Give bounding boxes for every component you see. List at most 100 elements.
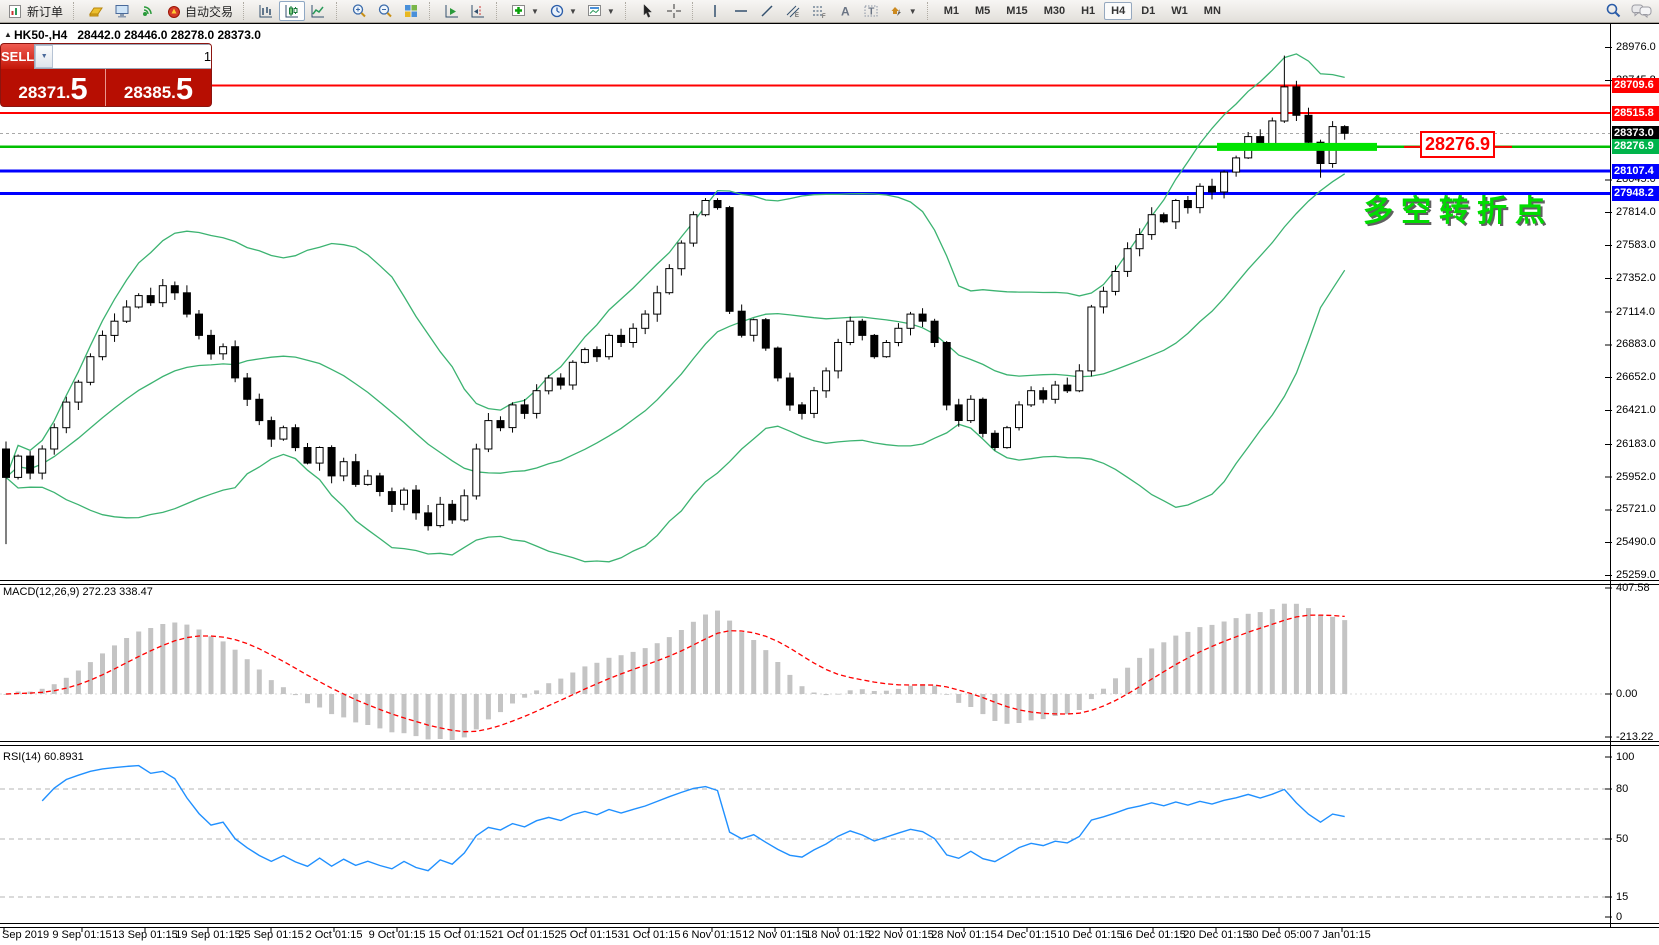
wifi-signal-icon [140,3,156,19]
cursor-icon [640,3,656,19]
equidistant-channel-icon: E [785,3,801,19]
trendline-tool-button[interactable] [754,1,780,21]
tile-windows-button[interactable] [398,1,424,21]
volume-input[interactable] [53,45,211,68]
signal-button[interactable] [135,1,161,21]
arrows-tool-button[interactable]: ▼ [884,1,922,21]
timeframe-button-m5[interactable]: M5 [975,5,991,17]
buy-price-main: 28385. [123,83,176,102]
gold-cube-button[interactable] [83,1,109,21]
text-tool-button[interactable]: A [832,1,858,21]
time-axis-label: 25 Sep 01:15 [238,929,304,941]
fibonacci-tool-button[interactable]: F [806,1,832,21]
price-level-badge: 27948.2 [1612,186,1659,202]
turning-point-annotation[interactable]: 多空转折点 [1363,195,1553,228]
timeframe-button-m15[interactable]: M15 [1006,5,1028,17]
line-chart-button[interactable] [305,1,331,21]
price-axis-tick: 27352.0 [1616,271,1656,284]
price-axis-tick: 27814.0 [1616,206,1656,219]
rsi-axis-tick: 100 [1616,750,1635,763]
new-order-icon [8,3,24,19]
new-order-label: 新订单 [27,4,64,19]
arrows-dropdown-arrow: ▼ [908,6,917,16]
timeframe-button-h4[interactable]: H4 [1104,2,1133,20]
chart-shift-button[interactable] [465,1,491,21]
arrows-icon [889,3,905,19]
cursor-tool-button[interactable] [635,1,661,21]
ohlc-values: 28442.0 28446.0 28278.0 28373.0 [77,28,261,42]
sell-button[interactable]: SELL [1,44,35,69]
time-axis-label: 15 Oct 01:15 [428,929,492,941]
toolbar-separator [926,2,933,20]
price-annotation-box[interactable]: 28276.9 [1420,131,1495,158]
time-axis-label: 25 Oct 01:15 [554,929,618,941]
price-axis-tick: 26883.0 [1616,338,1656,351]
bar-chart-button[interactable] [253,1,279,21]
text-icon: A [837,3,853,19]
chart-shift-icon [470,3,486,19]
horizontal-line-tool-button[interactable] [728,1,754,21]
zoom-out-button[interactable] [372,1,398,21]
auto-scroll-button[interactable] [439,1,465,21]
price-axis-tick: 26652.0 [1616,371,1656,384]
price-level-badge: 28515.8 [1612,105,1659,121]
time-axis-label: 7 Jan 01:15 [1313,929,1371,941]
buy-price[interactable]: 28385. 5 [106,69,211,106]
channel-tool-button[interactable]: E [780,1,806,21]
rsi-axis-tick: 0 [1616,910,1623,923]
timeframe-group: M1 M5 M15 M30 H1 H4 D1 W1 MN [937,2,1228,20]
indicators-dropdown-arrow: ▼ [531,6,539,16]
one-click-panel-toggle[interactable]: ▲ [4,30,12,39]
time-axis-label: 20 Dec 01:15 [1183,929,1249,941]
volume-decrease-button[interactable]: ▼ [35,45,54,68]
price-level-badge: 28107.4 [1612,163,1659,179]
templates-button[interactable]: ▼ [582,1,620,21]
time-axis-label: 12 Nov 01:15 [742,929,808,941]
toolbar-separator [496,2,502,20]
time-axis-label: 31 Oct 01:15 [617,929,681,941]
chat-icon[interactable] [1631,2,1653,19]
autotrading-label: 自动交易 [185,4,234,19]
price-axis-tick: 25259.0 [1616,568,1656,581]
time-axis-label: 9 Oct 01:15 [368,929,426,941]
timeframe-button-m1[interactable]: M1 [943,5,959,17]
time-axis-label: 16 Dec 01:15 [1120,929,1186,941]
sell-price[interactable]: 28371. 5 [1,69,106,106]
rsi-axis-tick: 80 [1616,782,1629,795]
autotrading-button[interactable]: 自动交易 [161,1,238,21]
vertical-line-tool-button[interactable] [702,1,728,21]
templates-dropdown-arrow: ▼ [606,6,615,16]
price-axis-tick: 25721.0 [1616,503,1656,516]
time-axis-label: 22 Nov 01:15 [868,929,934,941]
price-axis-tick: 25952.0 [1616,470,1656,483]
rsi-axis-tick: 50 [1616,832,1629,845]
time-axis-label: 28 Nov 01:15 [931,929,997,941]
timeframe-button-mn[interactable]: MN [1203,5,1221,17]
timeframe-button-h1[interactable]: H1 [1081,5,1096,17]
toolbar-separator [336,2,342,20]
price-axis-tick: 27114.0 [1616,305,1655,318]
autotrading-icon [166,3,182,19]
zoom-in-icon [351,3,367,19]
terminal-button[interactable] [109,1,135,21]
svg-text:E: E [795,13,799,19]
candlestick-chart-icon [284,3,300,19]
new-order-button[interactable]: 新订单 [3,1,68,21]
timeframe-button-w1[interactable]: W1 [1171,5,1188,17]
timeframe-button-d1[interactable]: D1 [1141,5,1156,17]
timeframe-button-m30[interactable]: M30 [1043,5,1066,17]
search-icon[interactable] [1605,2,1621,18]
periods-button[interactable]: ▼ [544,1,582,21]
crosshair-tool-button[interactable] [661,1,687,21]
candlestick-chart-button[interactable] [279,1,306,21]
text-label-tool-button[interactable]: T [858,1,884,21]
zoom-in-button[interactable] [346,1,372,21]
toolbar-separator [624,2,631,20]
indicators-button[interactable]: ▼ [506,1,544,21]
time-axis-label: 10 Dec 01:15 [1057,929,1123,941]
time-axis-label: 9 Sep 01:15 [52,929,112,941]
svg-text:F: F [822,14,826,19]
clock-icon [549,3,565,19]
